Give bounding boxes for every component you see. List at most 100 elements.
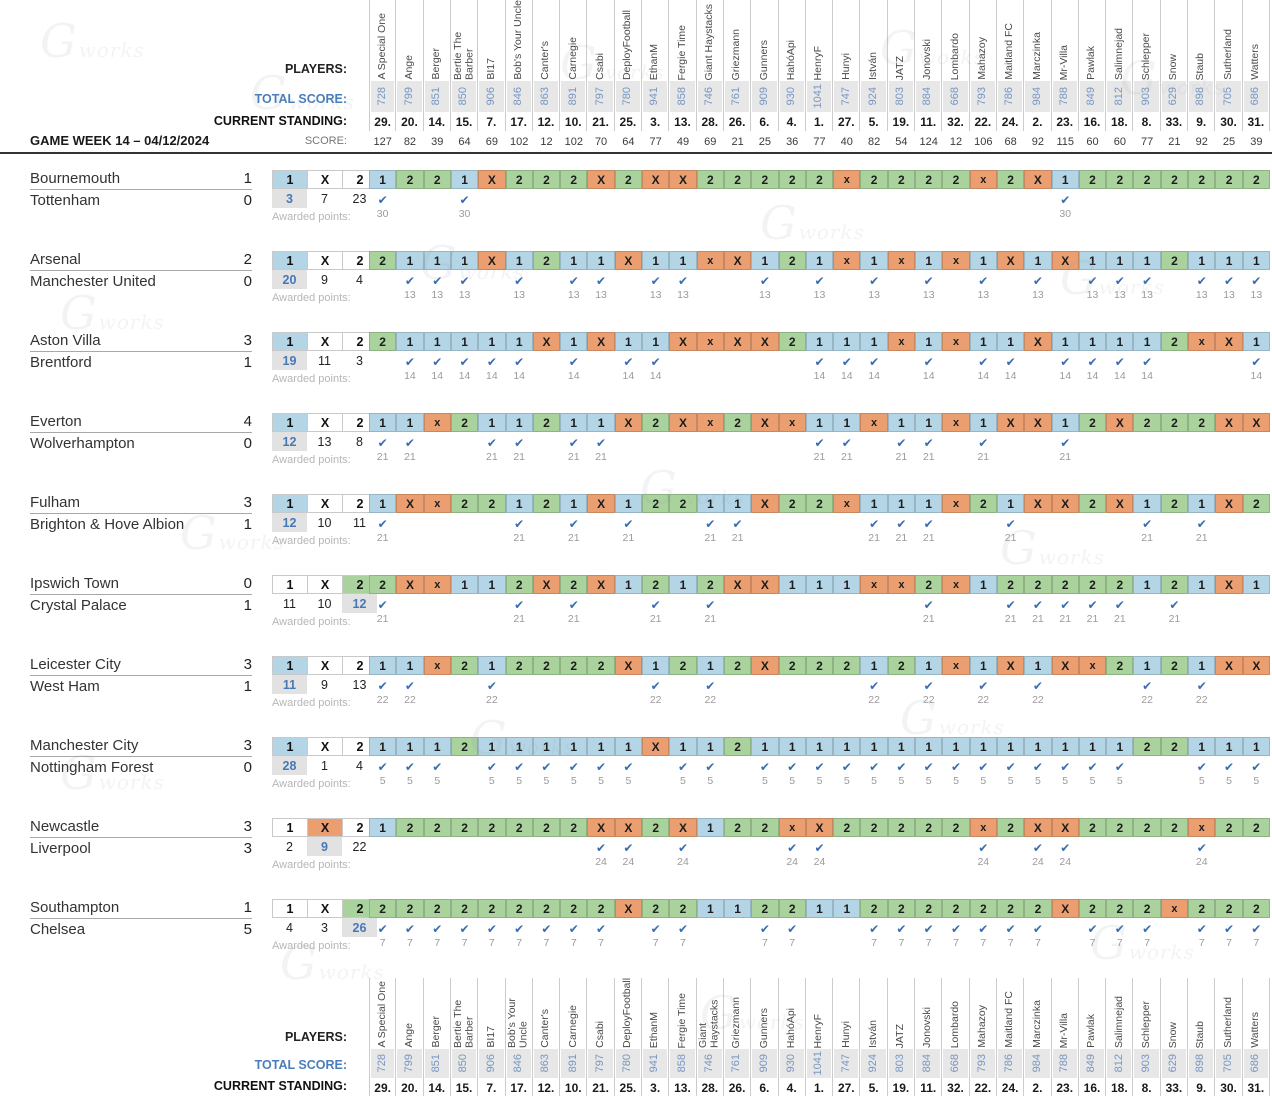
empty-points-cell xyxy=(369,856,396,868)
player-standing-cell: 26. xyxy=(728,1080,746,1095)
awarded-points-value: 21 xyxy=(868,532,880,544)
player-column: HenryF 1041 1. xyxy=(806,0,834,131)
correct-check-icon: ✔ xyxy=(1251,921,1262,936)
player-standing-cell: 32. xyxy=(947,1080,964,1095)
awarded-points-value: 21 xyxy=(486,451,498,463)
empty-points-cell xyxy=(942,289,969,301)
player-column: Mahazoy 793 22. xyxy=(970,978,997,1096)
player-name-cell: Mahazoy xyxy=(970,978,996,1048)
prediction-cell: x xyxy=(942,494,970,513)
correct-check-icon: ✔ xyxy=(514,354,525,369)
empty-check-cell xyxy=(615,434,642,451)
awarded-points-value: 7 xyxy=(1116,937,1123,949)
odds-votes-cell: 10 xyxy=(317,596,332,611)
awarded-points-value: 21 xyxy=(404,451,416,463)
empty-check-cell xyxy=(1133,434,1160,451)
prediction-cell: x xyxy=(942,575,970,594)
empty-check-cell xyxy=(1243,839,1270,856)
awarded-points-value: 5 xyxy=(407,775,413,787)
prediction-cell: X xyxy=(1242,656,1270,675)
home-team-score: 2 xyxy=(243,251,252,268)
player-total-score: 780 xyxy=(621,87,634,106)
player-column: Bob's Your Uncle 846 17. xyxy=(506,978,533,1096)
home-team-score: 1 xyxy=(243,170,252,187)
player-name: Gunners xyxy=(757,1007,770,1048)
prediction-cell: 1 xyxy=(833,899,861,918)
awarded-points-value: 14 xyxy=(1086,370,1099,382)
correct-marks-row: ✔ ✔ ✔ ✔ ✔ ✔ ✔ ✔ ✔ ✔ ✔ ✔ xyxy=(369,596,1270,613)
awarded-points-value: 5 xyxy=(1116,775,1123,787)
player-name: BI17 xyxy=(484,1026,497,1048)
awarded-points-value: 14 xyxy=(922,370,935,382)
prediction-cell: 1 xyxy=(1051,170,1079,189)
empty-check-cell xyxy=(1024,353,1051,370)
prediction-cell: x xyxy=(942,332,970,351)
correct-marks-row: ✔ ✔ ✔ xyxy=(369,191,1270,208)
player-name-cell: Mr-Villa xyxy=(1052,978,1078,1048)
prediction-cell: 1 xyxy=(696,818,724,837)
empty-check-cell xyxy=(1106,515,1133,532)
total-score-label: TOTAL SCORE: xyxy=(254,1058,347,1072)
empty-check-cell xyxy=(424,596,451,613)
away-team-score: 1 xyxy=(243,516,252,533)
empty-check-cell xyxy=(478,191,505,208)
awarded-points-value: 7 xyxy=(461,937,468,949)
player-total-score: 788 xyxy=(1057,87,1070,106)
empty-check-cell xyxy=(533,677,560,694)
empty-check-cell xyxy=(642,515,669,532)
player-column: Griezmann 761 26. xyxy=(724,978,752,1096)
prediction-cell: 1 xyxy=(996,332,1025,351)
awarded-points-value: 14 xyxy=(458,370,471,382)
player-week-score: 54 xyxy=(895,135,908,148)
empty-check-cell xyxy=(451,515,478,532)
away-team-score: 0 xyxy=(243,273,252,290)
empty-points-cell xyxy=(396,532,423,544)
odds-votes-cell: 28 xyxy=(272,756,307,775)
empty-points-cell xyxy=(697,208,724,220)
empty-check-cell xyxy=(451,758,478,775)
empty-points-cell xyxy=(751,370,778,382)
prediction-cell: 1 xyxy=(1106,737,1134,756)
prediction-cell: 1 xyxy=(423,332,451,351)
player-total-score: 788 xyxy=(1057,1054,1070,1073)
player-total-score-cell: 799 xyxy=(397,1049,422,1078)
player-column: Ange 799 20. xyxy=(396,978,424,1096)
player-standing-cell: 27. xyxy=(837,1080,855,1095)
player-total-score-cell: 930 xyxy=(779,1049,804,1078)
empty-check-cell xyxy=(533,191,560,208)
prediction-cell: 2 xyxy=(1078,899,1107,918)
prediction-cell: 2 xyxy=(369,251,397,270)
awarded-points-value: 21 xyxy=(1004,613,1017,625)
empty-check-cell xyxy=(942,272,969,289)
player-standing-cell: 21. xyxy=(592,115,609,129)
player-name: DeployFootball xyxy=(621,9,634,80)
odds-votes-cell: 2 xyxy=(286,839,293,854)
player-name: Lombardo xyxy=(948,32,961,80)
current-standing-label: CURRENT STANDING: xyxy=(213,114,347,128)
empty-points-cell xyxy=(942,370,969,382)
player-total-score: 903 xyxy=(1139,1054,1152,1073)
league-header-top: PLAYERS: TOTAL SCORE: CURRENT STANDING: … xyxy=(0,0,1272,131)
player-total-score-cell: 941 xyxy=(643,81,668,112)
prediction-cell: 2 xyxy=(505,818,533,837)
prediction-cell: 1 xyxy=(860,656,888,675)
prediction-cell: 2 xyxy=(1160,494,1189,513)
correct-check-icon: ✔ xyxy=(1114,759,1125,774)
awarded-points-value: 21 xyxy=(1032,613,1044,625)
empty-check-cell xyxy=(724,677,751,694)
odds-header-cell-1: 1 xyxy=(272,413,308,432)
correct-check-icon: ✔ xyxy=(486,435,497,450)
correct-check-icon: ✔ xyxy=(432,354,443,369)
prediction-cell: 2 xyxy=(1106,575,1134,594)
player-column: Canter's 863 12. xyxy=(533,978,561,1096)
awarded-points-value: 14 xyxy=(840,370,853,382)
correct-check-icon: ✔ xyxy=(1060,192,1071,207)
player-name: HahóApi xyxy=(784,1007,797,1048)
awarded-points-value: 13 xyxy=(759,289,771,301)
empty-points-cell xyxy=(1079,694,1106,706)
awarded-points-value: 5 xyxy=(488,775,495,787)
empty-check-cell xyxy=(697,434,724,451)
player-total-score: 686 xyxy=(1249,87,1262,106)
empty-check-cell xyxy=(1243,596,1270,613)
